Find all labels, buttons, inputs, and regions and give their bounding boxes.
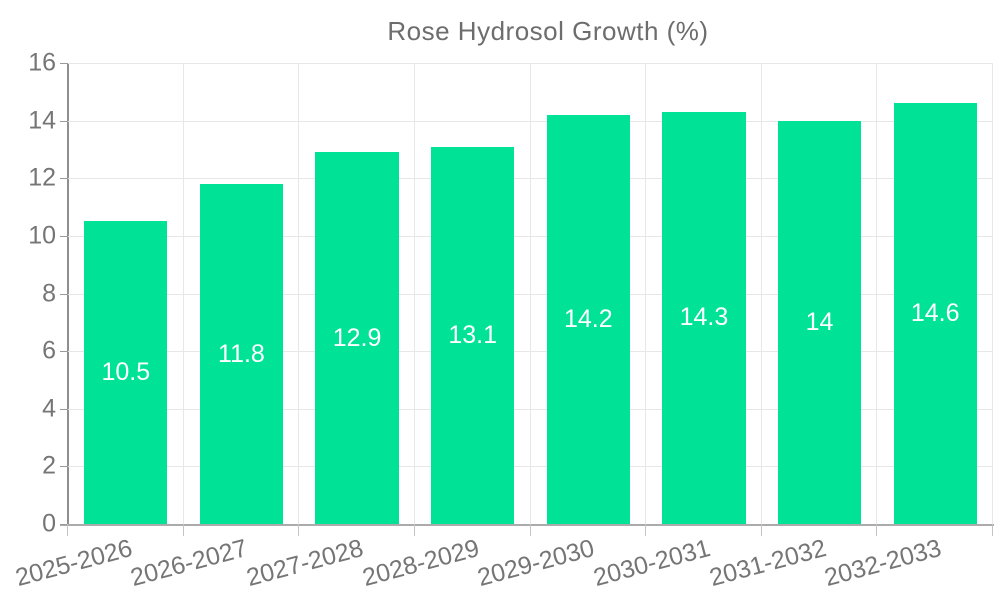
x-axis-category-label: 2030-2031 (590, 534, 714, 592)
gridline (298, 63, 300, 524)
y-axis-tick-label: 16 (28, 48, 56, 77)
bar-value-label: 13.1 (448, 320, 498, 349)
gridline (68, 408, 993, 410)
gridline (68, 293, 993, 295)
gridline (68, 63, 993, 64)
x-axis-category-label: 2025-2026 (12, 534, 136, 592)
y-axis-tick-label: 12 (28, 163, 56, 192)
x-axis-tick (413, 524, 415, 536)
y-axis-tick (60, 63, 68, 64)
y-axis-tick-label: 10 (28, 221, 56, 250)
bar-value-label: 10.5 (101, 358, 151, 387)
bar: 10.5 (84, 221, 168, 524)
gridline (413, 63, 415, 524)
x-axis-tick (876, 524, 878, 536)
x-axis-category-label: 2031-2032 (706, 534, 829, 592)
x-axis-tick (298, 524, 300, 536)
x-axis-category-label: 2032-2033 (821, 534, 945, 592)
x-axis-category-label: 2027-2028 (243, 534, 367, 592)
x-axis-tick (760, 524, 762, 536)
gridline (760, 63, 762, 524)
x-axis-tick (67, 524, 68, 536)
gridline (68, 235, 993, 237)
y-axis-tick-label: 6 (42, 336, 56, 365)
y-axis-tick (60, 120, 68, 122)
y-axis-tick (60, 408, 68, 410)
gridline (182, 63, 184, 524)
y-axis-tick (60, 293, 68, 295)
bar: 14.3 (662, 111, 746, 524)
x-axis-tick (992, 524, 993, 536)
bar: 12.9 (315, 152, 399, 524)
x-axis-tick (645, 524, 647, 536)
bar: 13.1 (431, 146, 515, 524)
x-axis-line (60, 524, 994, 526)
y-axis-tick (60, 524, 68, 525)
gridline (68, 466, 993, 468)
bar-value-label: 14.6 (910, 299, 960, 328)
y-axis-tick-label: 2 (42, 451, 56, 480)
y-axis-tick (60, 466, 68, 468)
bar-value-label: 11.8 (218, 339, 265, 368)
y-axis-tick-label: 8 (42, 279, 56, 307)
y-axis-tick (60, 178, 68, 180)
bar: 14 (777, 120, 862, 524)
legend-marker-icon (291, 19, 373, 45)
legend-label: Rose Hydrosol Growth (%) (387, 16, 709, 46)
y-axis-tick (60, 351, 68, 353)
bar-value-label: 14.2 (563, 304, 613, 333)
y-axis-tick (60, 235, 68, 237)
x-axis-tick (529, 524, 531, 536)
bar-value-label: 12.9 (332, 323, 382, 352)
bar: 14.2 (546, 114, 630, 524)
gridline (992, 63, 993, 524)
x-axis-category-label: 2028-2029 (359, 534, 482, 592)
bar: 11.8 (199, 184, 284, 524)
gridline (68, 351, 993, 353)
bar-value-label: 14.3 (679, 303, 729, 332)
gridline (645, 63, 647, 524)
x-axis-tick (182, 524, 184, 536)
x-axis-category-label: 2026-2027 (127, 534, 251, 592)
y-axis-tick-label: 0 (42, 509, 56, 538)
legend-item[interactable]: Rose Hydrosol Growth (%) (291, 16, 708, 47)
gridline (68, 178, 993, 180)
legend: Rose Hydrosol Growth (%) (0, 16, 1000, 47)
x-axis-category-label: 2029-2030 (474, 534, 598, 592)
bar-chart-plot-area: 0 2 4 6 8 10 12 14 16 10.5 11.8 12.9 13.1 14.2 14.3 14 1… (12, 49, 994, 592)
bar-value-label: 14 (805, 307, 834, 336)
bar: 14.6 (893, 103, 977, 524)
gridline (529, 63, 531, 524)
y-axis-tick-label: 4 (42, 394, 56, 423)
gridline (876, 63, 878, 524)
gridline (68, 120, 993, 122)
y-axis-tick-label: 14 (28, 106, 56, 135)
